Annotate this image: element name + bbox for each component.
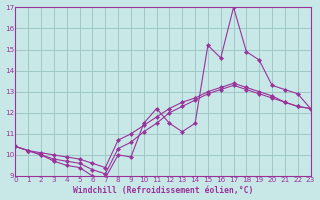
X-axis label: Windchill (Refroidissement éolien,°C): Windchill (Refroidissement éolien,°C) xyxy=(73,186,253,195)
